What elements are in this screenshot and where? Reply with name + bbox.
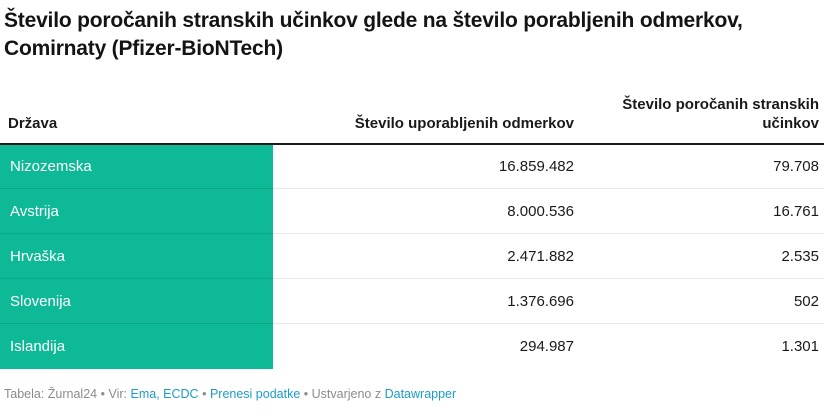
- side-effects-cell: 2.535: [579, 233, 824, 280]
- country-cell: Slovenija: [0, 278, 273, 325]
- country-cell: Hrvaška: [0, 233, 273, 280]
- side-effects-cell: 502: [579, 278, 824, 325]
- side-effects-cell: 79.708: [579, 143, 824, 190]
- data-table: Država Število uporabljenih odmerkov Šte…: [0, 94, 824, 369]
- separator-dot: •: [303, 386, 309, 401]
- table-row: Hrvaška 2.471.882 2.535: [0, 233, 824, 280]
- download-data-link[interactable]: Prenesi podatke: [209, 386, 301, 401]
- column-header-doses: Število uporabljenih odmerkov: [273, 94, 579, 145]
- doses-cell: 16.859.482: [273, 143, 579, 190]
- side-effects-cell: 16.761: [579, 188, 824, 235]
- table-row: Slovenija 1.376.696 502: [0, 278, 824, 325]
- separator-dot: •: [100, 386, 105, 401]
- table-row: Nizozemska 16.859.482 79.708: [0, 143, 824, 190]
- table-credit-label: Tabela: Žurnal24: [4, 386, 98, 401]
- created-with-label: Ustvarjeno z: [311, 386, 382, 401]
- doses-cell: 8.000.536: [273, 188, 579, 235]
- side-effects-cell: 1.301: [781, 337, 819, 355]
- doses-cell: 294.987: [519, 337, 574, 355]
- column-header-side-effects: Število poročanih stranskih učinkov: [579, 94, 824, 145]
- country-cell: Islandija: [0, 323, 273, 369]
- page-title: Število poročanih stranskih učinkov gled…: [4, 9, 743, 61]
- doses-cell: 2.471.882: [273, 233, 579, 280]
- table-row: Avstrija 8.000.536 16.761: [0, 188, 824, 235]
- doses-cell: 1.376.696: [273, 278, 579, 325]
- table-header-row: Država Število uporabljenih odmerkov Šte…: [0, 94, 824, 145]
- table-row: Islandija 294.987 1.301: [0, 323, 824, 369]
- source-link[interactable]: Ema, ECDC: [130, 386, 199, 401]
- source-label: Vir:: [108, 386, 128, 401]
- footer-credits: Tabela: Žurnal24 • Vir: Ema, ECDC • Pren…: [0, 386, 824, 402]
- country-cell: Nizozemska: [0, 143, 273, 190]
- datawrapper-link[interactable]: Datawrapper: [384, 386, 457, 401]
- column-header-country: Država: [0, 94, 273, 145]
- separator-dot: •: [202, 386, 207, 401]
- country-cell: Avstrija: [0, 188, 273, 235]
